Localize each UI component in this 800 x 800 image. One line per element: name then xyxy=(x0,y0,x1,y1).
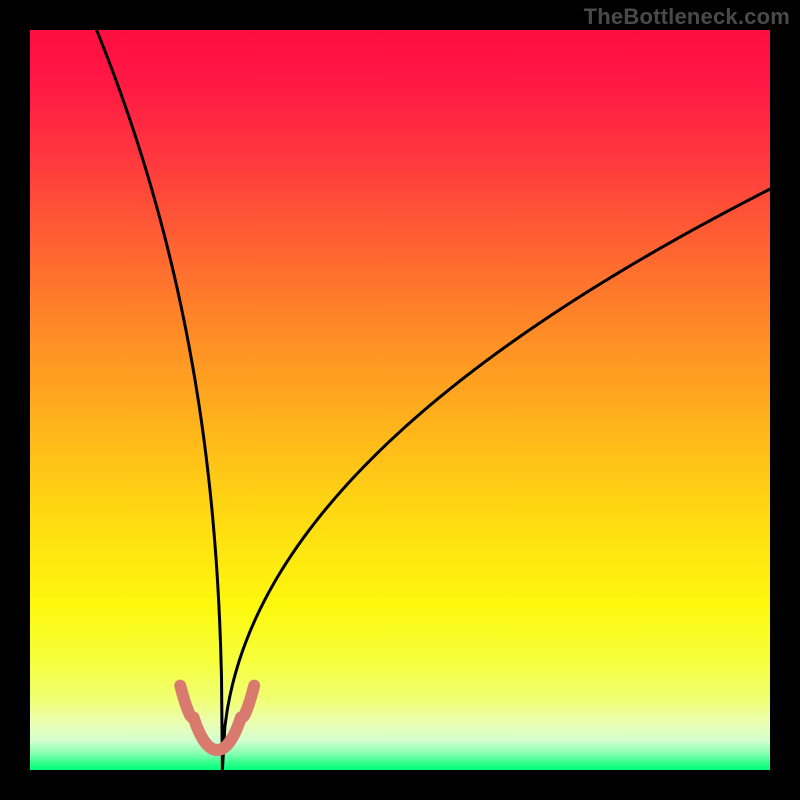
chart-background xyxy=(30,30,770,770)
bottleneck-chart xyxy=(0,0,800,800)
figure-frame: TheBottleneck.com xyxy=(0,0,800,800)
watermark-text: TheBottleneck.com xyxy=(584,4,790,30)
